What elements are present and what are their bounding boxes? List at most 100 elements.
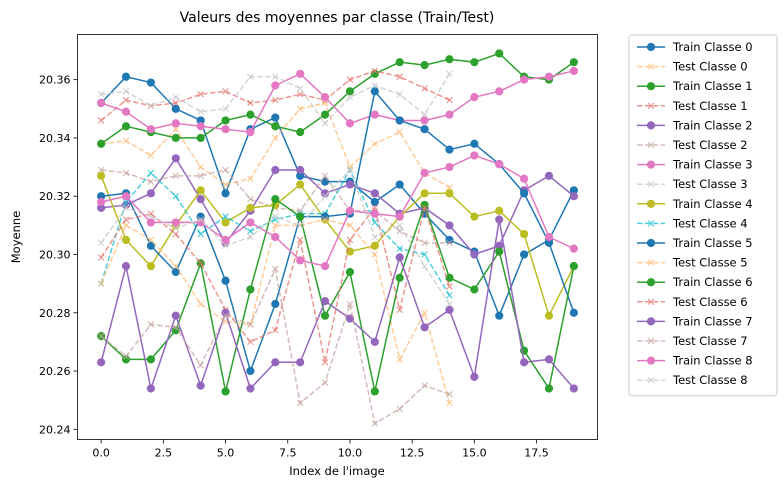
data-point — [97, 90, 105, 98]
data-point — [646, 121, 656, 130]
legend-label: Test Classe 1 — [672, 99, 748, 113]
legend-item: Train Classe 4 — [637, 197, 753, 211]
data-point — [470, 250, 479, 259]
data-point — [122, 353, 130, 360]
data-point — [296, 399, 304, 407]
data-point — [569, 192, 578, 201]
data-point — [520, 358, 529, 367]
series-test-classe-8 — [97, 166, 453, 308]
data-point — [196, 195, 205, 204]
data-point — [420, 168, 429, 177]
data-point — [446, 399, 453, 407]
legend-item: Train Classe 7 — [637, 314, 753, 328]
data-point — [396, 128, 404, 136]
data-point — [122, 204, 130, 212]
data-point — [146, 125, 155, 134]
data-point — [544, 72, 554, 81]
data-point — [146, 262, 155, 271]
data-point — [495, 49, 504, 58]
legend-item: Train Classe 3 — [637, 158, 753, 172]
data-point — [97, 332, 105, 340]
data-point — [221, 116, 230, 125]
data-point — [321, 358, 329, 366]
data-point — [370, 241, 379, 250]
data-point — [395, 180, 404, 189]
data-point — [544, 232, 554, 242]
series-line — [100, 154, 575, 268]
series-test-classe-7 — [97, 265, 453, 427]
data-point — [171, 104, 180, 113]
data-point — [495, 311, 504, 320]
legend-label: Train Classe 5 — [672, 236, 753, 250]
y-tick-label: 20.30 — [39, 248, 71, 261]
legend-item: Test Classe 3 — [637, 177, 748, 191]
data-point — [271, 113, 280, 122]
series-line — [100, 175, 575, 318]
data-point — [646, 199, 656, 208]
data-point — [296, 85, 304, 92]
data-point — [246, 110, 255, 119]
data-point — [246, 203, 255, 212]
legend-item: Test Classe 4 — [637, 216, 748, 230]
data-point — [445, 221, 454, 230]
data-point — [646, 356, 656, 365]
data-point — [246, 384, 255, 393]
data-point — [421, 85, 428, 92]
legend-label: Train Classe 8 — [672, 354, 753, 368]
data-point — [646, 42, 656, 52]
data-point — [296, 207, 304, 215]
series-line — [100, 219, 575, 392]
data-point — [97, 171, 106, 180]
data-point — [97, 254, 105, 261]
data-point — [271, 165, 280, 175]
data-point — [421, 239, 428, 247]
data-point — [371, 204, 379, 212]
plot-marks — [97, 49, 578, 427]
data-point — [171, 133, 180, 143]
legend-label: Train Classe 7 — [672, 314, 753, 328]
data-point — [97, 239, 105, 247]
x-axis-label: Index de l'image — [289, 464, 385, 478]
data-point — [346, 163, 354, 171]
data-point — [247, 99, 254, 107]
data-point — [320, 93, 330, 102]
data-point — [345, 206, 355, 215]
data-point — [420, 60, 429, 70]
data-point — [396, 245, 404, 252]
y-axis: 20.24 20.26 20.28 20.30 20.32 20.34 20.36 — [39, 74, 78, 436]
data-point — [320, 311, 330, 320]
series-line — [100, 197, 575, 392]
data-point — [446, 184, 453, 191]
data-point — [121, 192, 131, 201]
data-point — [221, 276, 230, 285]
data-point — [146, 218, 155, 227]
legend-item: Test Classe 7 — [637, 334, 748, 348]
legend-label: Test Classe 0 — [672, 60, 748, 74]
y-tick-label: 20.36 — [39, 74, 71, 87]
data-point — [647, 141, 655, 149]
series-line — [100, 52, 575, 145]
legend-item: Train Classe 8 — [637, 354, 753, 368]
data-point — [196, 186, 205, 195]
data-point — [647, 220, 655, 227]
data-point — [296, 128, 305, 137]
data-point — [371, 140, 379, 148]
data-point — [246, 285, 255, 294]
data-point — [321, 172, 329, 180]
data-point — [520, 174, 529, 183]
data-point — [247, 195, 254, 203]
data-point — [172, 324, 180, 331]
legend-item: Train Classe 6 — [637, 275, 753, 289]
data-point — [345, 119, 355, 128]
data-point — [345, 87, 355, 96]
legend: Train Classe 0 Test Classe 0 Train Classe … — [628, 34, 778, 397]
data-point — [395, 273, 404, 282]
data-point — [346, 76, 354, 83]
series-test-classe-5 — [97, 216, 453, 407]
data-point — [147, 178, 155, 185]
data-point — [470, 285, 479, 294]
series-train-classe-3 — [97, 66, 578, 137]
data-point — [346, 300, 354, 308]
data-point — [445, 189, 454, 198]
data-point — [395, 212, 404, 221]
